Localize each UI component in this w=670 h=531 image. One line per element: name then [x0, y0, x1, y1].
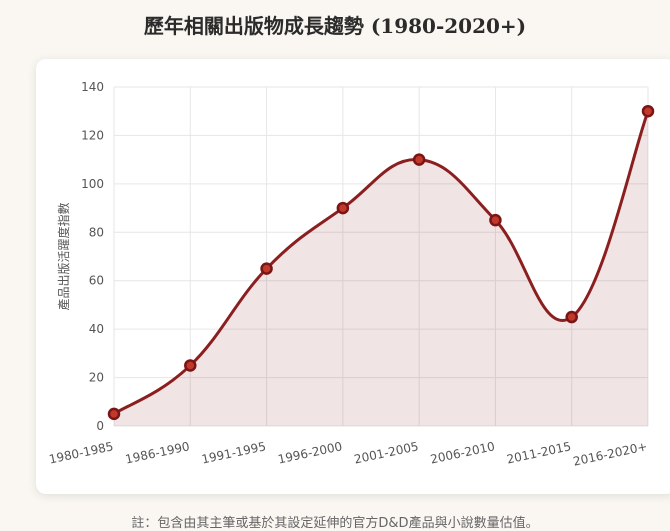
- y-tick-label: 0: [96, 419, 104, 433]
- data-point[interactable]: [336, 201, 350, 215]
- data-point[interactable]: [412, 153, 426, 166]
- y-tick-label: 100: [81, 177, 104, 191]
- data-point[interactable]: [107, 407, 121, 421]
- x-tick-label: 2006-2010: [429, 439, 496, 466]
- x-tick-label: 1996-2000: [277, 439, 344, 466]
- data-point[interactable]: [489, 213, 502, 227]
- y-tick-label: 20: [89, 371, 104, 385]
- x-tick-label: 2001-2005: [353, 439, 420, 466]
- x-tick-label: 1991-1995: [200, 439, 267, 466]
- y-axis-title: 產品出版活躍度指數: [56, 202, 71, 310]
- data-points: [107, 104, 655, 421]
- footnote: 註：包含由其主筆或基於其設定延伸的官方D&D產品與小說數量估值。: [131, 516, 539, 531]
- line-chart: 0 20 40 60 80 100 120 140 1980-1985 1986-1990 199…: [48, 80, 655, 469]
- y-tick-label: 120: [81, 128, 104, 142]
- y-tick-label: 40: [89, 322, 104, 336]
- y-tick-label: 60: [89, 274, 104, 288]
- chart-card: 0 20 40 60 80 100 120 140 1980-1985 1986-1990 199…: [36, 59, 670, 494]
- area-fill: [114, 111, 648, 426]
- x-tick-label: 2011-2015: [505, 439, 572, 466]
- grid-lines: [113, 86, 649, 427]
- x-tick-label: 2016-2020+: [572, 439, 649, 468]
- data-point[interactable]: [184, 359, 197, 372]
- x-tick-label: 1980-1985: [48, 439, 115, 466]
- data-point[interactable]: [260, 262, 273, 275]
- data-point[interactable]: [565, 310, 578, 324]
- chart-title: 歷年相關出版物成長趨勢 (1980-2020+): [143, 14, 527, 38]
- x-axis-ticks: 1980-1985 1986-1990 1991-1995 1996-2000 2001…: [48, 439, 649, 468]
- y-axis-ticks: 0 20 40 60 80 100 120 140: [81, 80, 104, 433]
- x-tick-label: 1986-1990: [124, 439, 191, 466]
- y-tick-label: 140: [81, 80, 104, 94]
- data-point[interactable]: [641, 104, 655, 118]
- y-tick-label: 80: [89, 225, 104, 239]
